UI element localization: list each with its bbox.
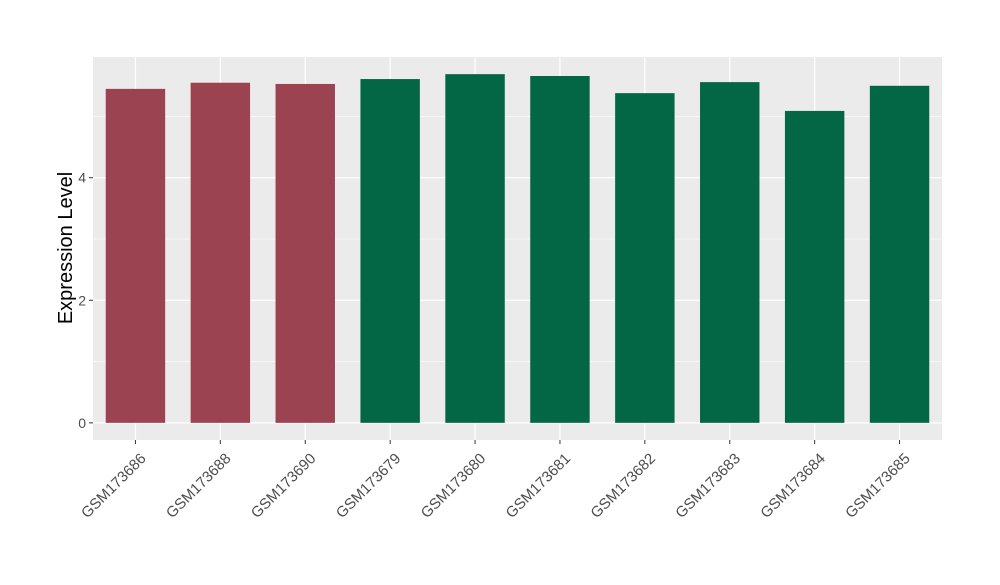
bar-GSM173680 (445, 74, 505, 423)
x-tick-label: GSM173680 (418, 450, 490, 522)
bar-GSM173688 (190, 82, 251, 423)
x-tick-label: GSM173686 (78, 450, 150, 522)
y-tick-label: 2 (78, 292, 86, 308)
y-tick-label: 0 (78, 415, 86, 431)
bar-GSM173681 (530, 75, 590, 423)
y-axis: 0 2 4 (78, 170, 93, 431)
bar-GSM173685 (869, 85, 930, 423)
bars (105, 74, 930, 423)
x-tick-label: GSM173684 (757, 450, 829, 522)
y-axis-label: Expression Level (55, 172, 77, 324)
x-tick-label: GSM173690 (248, 450, 320, 522)
bar-GSM173679 (360, 79, 420, 423)
bar-GSM173686 (105, 88, 166, 423)
x-tick-label: GSM173679 (333, 450, 405, 522)
bar-GSM173684 (784, 110, 845, 423)
x-tick-label: GSM173685 (842, 450, 914, 522)
x-tick-label: GSM173683 (672, 450, 744, 522)
bar-GSM173690 (275, 83, 335, 423)
x-tick-label: GSM173688 (163, 450, 235, 522)
x-tick-label: GSM173681 (503, 450, 575, 522)
bar-GSM173682 (615, 93, 675, 423)
y-tick-label: 4 (78, 170, 86, 186)
x-tick-label: GSM173682 (587, 450, 659, 522)
bar-GSM173683 (700, 82, 760, 423)
x-axis: GSM173686 GSM173688 GSM173690 GSM173679 GSM1… (78, 440, 914, 522)
